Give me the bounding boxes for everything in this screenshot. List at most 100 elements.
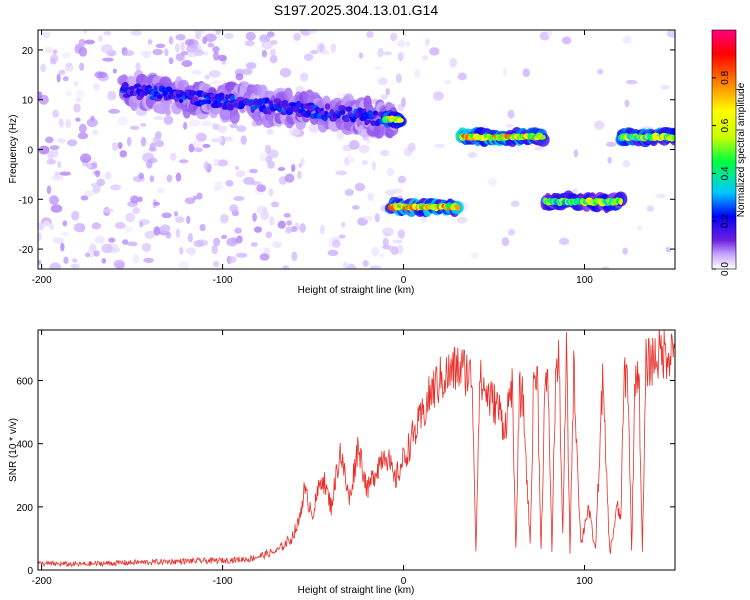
spectrogram-cell: [392, 239, 403, 244]
spectrogram-cell: [268, 216, 275, 226]
spectrogram-cell: [153, 115, 165, 121]
spectrogram-cell: [152, 48, 164, 56]
colorbar-label: Normalized spectral amplitude: [736, 82, 747, 217]
spectrogram-cell: [50, 204, 63, 213]
spectrogram-cell: [572, 188, 578, 194]
spectrogram-cell: [366, 31, 374, 39]
spectrogram-cell: [319, 224, 325, 235]
spectrogram-cell: [265, 231, 273, 239]
spectrogram-cell: [78, 46, 88, 57]
spectrogram-cell: [319, 43, 324, 53]
spectrogram-cell: [397, 175, 407, 184]
spectrogram-cell: [220, 234, 228, 240]
spectrogram-cell: [100, 44, 113, 54]
spectrogram-cell: [456, 216, 468, 224]
spectrogram-cell: [175, 172, 182, 182]
spectrogram-cell: [268, 100, 273, 105]
spectrogram-cell: [344, 188, 354, 196]
y-tick-label: -20: [19, 245, 34, 256]
spectrogram-frame: [37, 29, 676, 270]
spectrogram-cell: [307, 30, 318, 35]
spectrogram-cell: [135, 62, 141, 71]
spectrogram-cell: [203, 161, 209, 171]
spectrogram-cell: [149, 175, 155, 183]
y-tick-label: 20: [22, 46, 34, 57]
spectrogram-cell: [62, 220, 68, 227]
spectrogram-cell: [256, 205, 266, 215]
spectrogram-cell: [229, 123, 238, 129]
spectrogram-cell: [195, 132, 207, 142]
spectrogram-cell: [213, 186, 221, 192]
colorbar-tick-label: 0.6: [720, 118, 731, 132]
spectrogram-cell: [59, 171, 72, 176]
spectrogram-cell: [40, 63, 47, 73]
spectrogram-cell: [181, 60, 193, 68]
spectrogram-cell: [215, 30, 221, 35]
spectrogram-cell: [141, 242, 152, 252]
spectrogram-cell: [63, 256, 69, 264]
spectrogram-cell: [199, 223, 206, 232]
spectrogram-cell: [397, 229, 405, 239]
y-tick-label: 0: [27, 566, 33, 577]
spectrogram-cell: [390, 32, 398, 42]
spectrogram-cell: [140, 136, 147, 147]
spectrogram-cell: [187, 232, 193, 243]
spectrogram-cell: [188, 90, 196, 96]
snr-series-line: [38, 330, 675, 568]
spectrogram-cell: [371, 161, 377, 171]
spectrogram-cell: [38, 91, 43, 100]
spectrogram-cell: [243, 176, 255, 185]
spectrogram-cell: [52, 49, 58, 55]
spectrogram-cell: [46, 158, 56, 165]
spectrogram-cell: [80, 153, 92, 164]
spectrogram-cell: [212, 46, 220, 53]
x-tick-label: 0: [401, 576, 407, 587]
spectrogram-cell: [279, 67, 292, 78]
spectrogram-cell: [254, 226, 262, 233]
spectrogram-cell: [65, 91, 73, 96]
spectrogram-cell: [157, 187, 165, 194]
x-tick-label: -200: [32, 275, 52, 286]
spectrogram-cell: [144, 230, 156, 239]
spectrogram-cell: [297, 170, 302, 180]
spectrogram-cell: [174, 43, 180, 53]
spectrogram-cell: [132, 207, 141, 214]
spectrogram-cell: [179, 247, 184, 255]
spectrogram-cell: [665, 246, 672, 253]
spectrogram-cell: [443, 79, 452, 85]
spectrogram-cell: [51, 175, 64, 181]
spectrogram-cell: [228, 256, 237, 263]
colorbar-bar: [711, 29, 737, 270]
spectrogram-cell: [309, 50, 319, 55]
spectrogram-cell: [277, 220, 286, 229]
spectrogram-cell: [396, 117, 404, 123]
spectrogram-cell: [264, 35, 271, 42]
snr-marks: [38, 330, 675, 568]
spectrogram-cell: [414, 69, 421, 79]
spectrogram-cell: [457, 72, 467, 81]
spectrogram-cell: [607, 156, 612, 164]
chart-title: S197.2025.304.13.01.G14: [274, 2, 438, 18]
spectrogram-cell: [470, 252, 479, 259]
spectrogram-cell: [175, 53, 185, 61]
spectrogram-cell: [269, 54, 278, 64]
spectrogram-cell: [60, 242, 65, 252]
spectrogram-cell: [180, 41, 185, 51]
spectrogram-cell: [73, 81, 79, 87]
spectrogram-cell: [168, 57, 174, 65]
y-tick-label: -10: [19, 195, 34, 206]
spectrogram-cell: [184, 39, 195, 47]
y-tick-label: 200: [16, 503, 33, 514]
spectrogram-cell: [196, 192, 203, 200]
spectrogram-cell: [432, 91, 444, 101]
spectrogram-cell: [522, 68, 530, 77]
spectrogram-cell: [98, 34, 103, 43]
spectrogram-cell: [166, 174, 173, 183]
spectrogram-x-ticks: -200 -100 0 100: [32, 30, 593, 286]
spectrogram-cell: [165, 231, 172, 239]
x-tick-label: 100: [576, 576, 593, 587]
spectrogram-cell: [64, 63, 74, 72]
spectrogram-cell: [397, 51, 404, 62]
spectrogram-cell: [329, 109, 335, 116]
spectrogram-cell: [49, 145, 60, 151]
